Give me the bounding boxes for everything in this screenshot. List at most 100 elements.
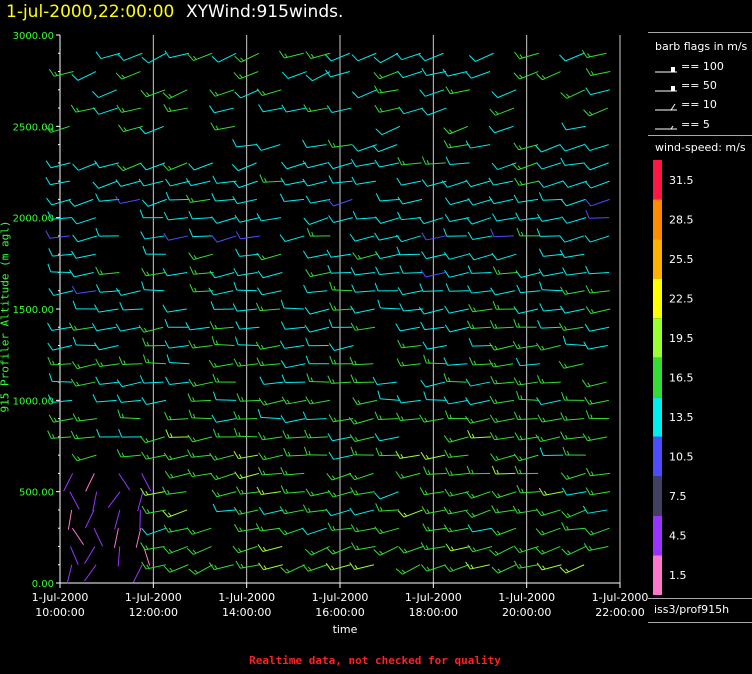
wind-barb-feather — [350, 305, 356, 314]
y-tick-label: 2500.00 — [13, 122, 54, 133]
wind-barb — [216, 491, 237, 498]
wind-barb — [471, 71, 491, 79]
x-tick-label: 16:00:00 — [315, 606, 364, 619]
wind-barb-feather — [374, 216, 381, 224]
wind-barb-feather — [514, 177, 520, 186]
wind-barb-feather — [310, 550, 315, 555]
wind-barb — [306, 418, 327, 421]
wind-barb — [117, 546, 121, 567]
y-tick-label: 1000.00 — [13, 396, 54, 407]
wind-barb-feather — [190, 197, 194, 203]
wind-barb-feather — [233, 358, 239, 367]
wind-barb — [237, 271, 258, 277]
wind-barb-feather — [233, 281, 238, 291]
wind-barb-feather — [397, 157, 403, 166]
wind-barb — [260, 527, 281, 532]
wind-barb — [494, 345, 514, 351]
wind-barb-feather — [146, 454, 150, 459]
wind-barb-feather — [492, 266, 498, 275]
title-date: 1-jul-2000,22:00:00 — [6, 2, 175, 22]
wind-barb — [379, 436, 400, 442]
wind-barb — [588, 345, 608, 350]
wind-barb-feather — [188, 228, 194, 237]
wind-barb — [541, 527, 561, 536]
wind-barb-feather — [400, 453, 404, 459]
wind-barb — [144, 545, 165, 551]
wind-barb — [379, 235, 399, 241]
wind-barb-feather — [333, 285, 336, 291]
wind-barb-feather — [354, 419, 358, 424]
wind-barb-feather — [488, 177, 494, 186]
wind-barb-feather — [302, 139, 308, 148]
wind-barb-feather — [517, 165, 522, 170]
wind-barb-feather — [494, 345, 498, 350]
wind-barb-feather — [142, 337, 147, 347]
wind-barb-feather — [140, 487, 146, 496]
wind-barb-feather — [123, 360, 126, 365]
wind-barb-feather — [373, 549, 381, 556]
wind-barb-feather — [395, 568, 403, 575]
wind-barb — [448, 509, 469, 515]
wind-barb — [76, 344, 97, 347]
wind-barb-feather — [538, 192, 544, 201]
wind-barb-feather — [287, 451, 291, 457]
wind-barb-feather — [354, 360, 357, 365]
wind-barb — [85, 473, 95, 492]
wind-barb — [50, 162, 71, 169]
wind-barb-feather — [94, 160, 100, 169]
wind-barb — [519, 545, 539, 554]
wind-barb-feather — [285, 488, 289, 494]
wind-barb — [168, 217, 189, 221]
wind-barb — [51, 363, 72, 366]
wind-barb — [589, 290, 610, 294]
wind-barb-feather — [212, 391, 217, 400]
x-tick-label: 1-Jul-2000 — [312, 591, 369, 604]
wind-barb — [400, 418, 421, 422]
wind-barb-feather — [584, 396, 590, 405]
wind-barb-feather — [235, 231, 241, 240]
wind-barb-feather — [513, 560, 520, 569]
x-tick-label: 1-Jul-2000 — [592, 591, 649, 604]
wind-barb-feather — [450, 546, 455, 551]
wind-barb-feather — [240, 57, 244, 62]
wind-barb-feather — [585, 67, 592, 76]
wind-barb — [520, 290, 541, 294]
wind-barb-feather — [326, 473, 333, 481]
wind-barb — [168, 545, 188, 555]
wind-barb-feather — [211, 56, 219, 63]
wind-barb-feather — [142, 245, 147, 255]
x-tick-label: 1-Jul-2000 — [405, 591, 462, 604]
wind-barb — [98, 308, 119, 313]
wind-barb — [77, 454, 97, 462]
wind-barb-feather — [165, 376, 170, 385]
wind-barb-feather — [465, 378, 471, 387]
wind-barb — [306, 144, 327, 149]
wind-barb-feather — [490, 453, 496, 461]
wind-barb-feather — [397, 196, 404, 205]
wind-barb-feather — [513, 411, 519, 420]
colorbar-segment — [653, 515, 662, 556]
wind-barb-feather — [45, 160, 52, 168]
wind-barb-feather — [68, 199, 75, 207]
wind-barb — [470, 180, 491, 188]
wind-barb-feather — [442, 68, 449, 77]
wind-barb-feather — [421, 232, 427, 241]
wind-barb-feather — [214, 324, 218, 329]
wind-barb — [240, 89, 260, 99]
wind-barb — [308, 107, 328, 113]
wind-barb — [310, 491, 331, 497]
wind-barb-feather — [165, 191, 170, 201]
wind-barb-feather — [517, 322, 521, 328]
wind-barb-feather — [349, 434, 356, 442]
wind-barb — [286, 564, 305, 574]
wind-barb-feather — [559, 305, 566, 314]
wind-barb — [50, 180, 70, 186]
wind-barb — [307, 180, 328, 187]
wind-barb-feather — [496, 530, 501, 535]
wind-barb — [99, 162, 119, 169]
wind-barb-feather — [328, 319, 333, 328]
wind-barb-feather — [559, 144, 566, 152]
wind-barb-feather — [94, 342, 100, 351]
wind-barb-feather — [465, 140, 471, 149]
wind-barb-feather — [307, 566, 312, 571]
